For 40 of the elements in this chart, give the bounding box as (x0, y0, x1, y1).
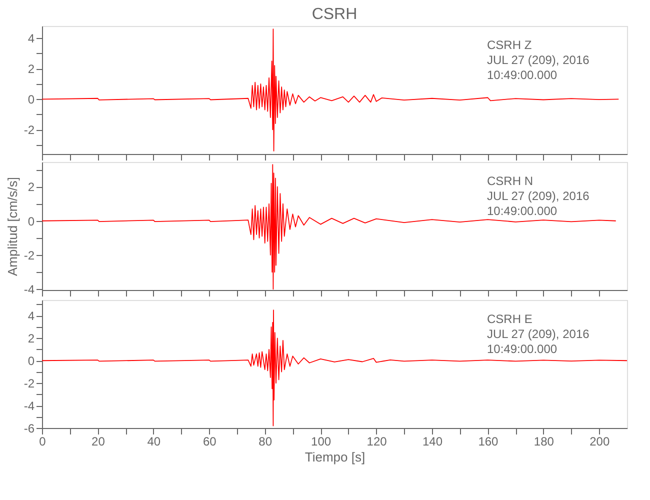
x-tick-label: 140 (422, 434, 443, 448)
line-series (42, 164, 616, 290)
x-tick-label: 200 (590, 434, 610, 448)
annotation: 10:49:00.000 (487, 68, 558, 82)
annotation: JUL 27 (209), 2016 (487, 327, 590, 341)
line-series (42, 28, 620, 152)
x-tick-label: 100 (311, 434, 332, 448)
y-tick-label: -2 (24, 248, 35, 263)
y-tick-label: 4 (28, 32, 35, 46)
y-tick-label: -2 (24, 123, 35, 138)
y-tick-label: 0 (28, 354, 35, 368)
y-tick-label: 0 (28, 214, 35, 228)
x-tick-label: 160 (478, 434, 499, 448)
x-tick-label: 60 (202, 434, 217, 448)
y-tick-label: 4 (28, 309, 35, 324)
annotation: 10:49:00.000 (487, 342, 558, 356)
x-tick-label: 0 (39, 434, 46, 448)
chart-title: CSRH (312, 6, 358, 23)
x-tick-label: 40 (147, 434, 161, 448)
y-tick-label: 2 (28, 62, 35, 76)
line-series (42, 310, 628, 426)
y-tick-label: -6 (24, 422, 35, 436)
x-axis-title: Tiempo [s] (304, 450, 366, 464)
y-tick-label: 2 (28, 180, 35, 194)
x-tick-label: 120 (366, 434, 388, 448)
y-tick-label: -4 (24, 282, 35, 297)
annotation: 10:49:00.000 (487, 204, 558, 218)
y-tick-label: 2 (28, 332, 35, 346)
y-axis-title: Amplitud [cm/s/s] (4, 177, 20, 276)
annotation: JUL 27 (209), 2016 (487, 53, 590, 67)
x-tick-label: 180 (534, 434, 554, 448)
y-tick-label: -2 (24, 376, 35, 391)
annotation: CSRH N (487, 174, 534, 188)
x-tick-label: 20 (92, 434, 106, 448)
y-tick-label: 0 (28, 92, 35, 107)
annotation: CSRH E (487, 312, 532, 326)
x-tick-label: 80 (258, 434, 272, 448)
annotation: CSRH Z (487, 38, 532, 52)
y-tick-label: -4 (24, 399, 35, 414)
annotation: JUL 27 (209), 2016 (487, 189, 590, 203)
